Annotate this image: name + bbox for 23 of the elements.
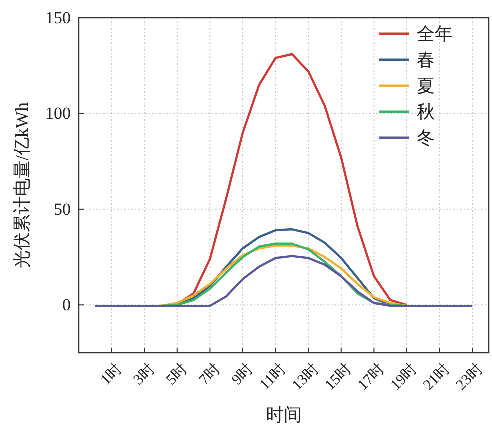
legend-label: 全年 (417, 24, 453, 44)
y-axis-title: 光伏累计电量/亿kWh (12, 102, 32, 268)
x-tick-label: 11时 (256, 360, 290, 394)
legend-label: 春 (417, 50, 435, 70)
x-tick-label: 23时 (452, 360, 486, 394)
x-tick-label: 9时 (228, 360, 257, 389)
x-tick-label: 19时 (387, 360, 421, 394)
y-tick-label: 50 (54, 200, 71, 219)
y-tick-label: 0 (62, 296, 71, 315)
legend-label: 冬 (417, 128, 435, 148)
x-tick-label: 1时 (97, 360, 126, 389)
legend-label: 秋 (417, 102, 435, 122)
x-tick-label: 7时 (196, 360, 224, 389)
legend-label: 夏 (417, 76, 435, 96)
x-tick-label: 15时 (322, 360, 356, 394)
x-tick-label: 13时 (288, 360, 322, 394)
x-tick-label: 21时 (420, 360, 454, 394)
y-tick-label: 150 (46, 8, 71, 28)
x-tick-label: 3时 (130, 360, 158, 389)
x-tick-label: 17时 (354, 360, 388, 394)
y-tick-label: 100 (46, 104, 71, 124)
x-axis-title: 时间 (266, 405, 302, 425)
x-tick-label: 5时 (163, 360, 192, 389)
